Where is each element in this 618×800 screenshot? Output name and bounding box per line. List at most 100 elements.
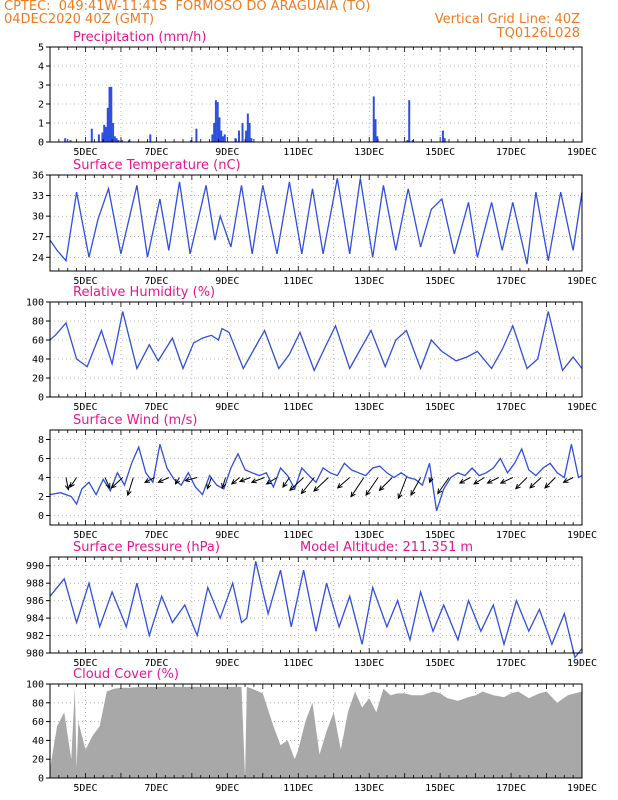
wind-arrow-head [428, 477, 434, 484]
wind-arrow-head [250, 478, 257, 484]
wind-arrow-head [221, 482, 227, 489]
precip-bar [443, 138, 446, 142]
wind-arrow-head [184, 477, 191, 483]
wind-arrow [185, 477, 198, 482]
rh-xtick-label: 13DEC [354, 402, 384, 413]
precip-xtick-label: 5DEC [73, 147, 97, 158]
rh-xtick-label: 15DEC [425, 402, 455, 413]
press-ytick-label: 988 [26, 579, 44, 590]
cloud-ytick-label: 100 [26, 680, 44, 691]
cloud-ytick-label: 20 [32, 755, 44, 766]
wind-arrow [379, 477, 393, 491]
temp-data [49, 178, 583, 265]
wind-xtick-label: 19DEC [567, 530, 597, 541]
temp-xtick-label: 9DEC [215, 276, 239, 287]
cloud-xtick-label: 13DEC [354, 783, 384, 794]
precip-bar [106, 107, 109, 142]
rh-ytick-label: 0 [38, 393, 44, 404]
precip-ytick-label: 4 [38, 62, 44, 73]
wind-arrow-head [64, 484, 71, 491]
wind-ytick-label: 8 [38, 435, 44, 446]
wind-arrow [301, 477, 315, 494]
wind-arrow-head [206, 483, 212, 490]
press-ytick-label: 984 [26, 614, 44, 625]
wind-arrow [69, 477, 78, 488]
wind-arrow-head [473, 479, 480, 485]
temp-ytick-label: 24 [32, 253, 44, 264]
wind-arrow [350, 477, 365, 497]
temp-frame [49, 174, 583, 272]
wind-arrow-head [313, 486, 319, 492]
rh-xtick-label: 7DEC [144, 402, 168, 413]
wind-arrow-head [143, 478, 151, 483]
station-header: CPTEC: 049:41W-11:41S FORMOSO DO ARAGUAI… [4, 0, 371, 14]
rh-xtick-label: 5DEC [73, 402, 97, 413]
cloud-xtick-label: 11DEC [283, 783, 313, 794]
wind-arrow-head [378, 485, 385, 492]
precip-bar [246, 113, 249, 142]
precip-bar [117, 140, 120, 142]
precip-xtick-label: 19DEC [567, 147, 597, 158]
wind-arrow [206, 477, 212, 489]
wind-arrow-head [126, 490, 132, 497]
wind-data [49, 444, 583, 512]
wind-arrow [515, 477, 528, 490]
wind-xtick-label: 17DEC [496, 530, 526, 541]
precip-bar [234, 138, 237, 142]
grid-line-note: Vertical Grid Line: 40Z [434, 12, 580, 27]
precip-bar [115, 138, 118, 142]
wind-xtick-label: 5DEC [73, 530, 97, 541]
precip-bar [97, 134, 100, 142]
wind-xtick-label: 11DEC [283, 530, 313, 541]
wind-arrow [221, 477, 227, 489]
wind-arrow-head [265, 479, 272, 485]
rh-data [49, 311, 583, 373]
precip-xtick-label: 11DEC [283, 147, 313, 158]
wind-arrow [544, 477, 556, 489]
precip-xtick-label: 7DEC [144, 147, 168, 158]
model-code: TQ0126L028 [496, 26, 580, 41]
press-xtick-label: 9DEC [215, 658, 239, 669]
wind-arrow-head [336, 483, 343, 489]
wind-arrow-head [289, 485, 295, 492]
cloud-area [50, 686, 582, 778]
wind-arrow-head [397, 493, 403, 500]
precip-bar [64, 138, 67, 142]
precip-bar [220, 130, 223, 142]
wind-arrow-head [410, 490, 416, 497]
cloud-xtick-label: 15DEC [425, 783, 455, 794]
precip-bar [108, 86, 111, 142]
wind-arrow [500, 477, 514, 484]
rh-ytick-label: 60 [32, 336, 44, 347]
press-line [49, 561, 583, 659]
temp-xtick-label: 17DEC [496, 276, 526, 287]
precip-bar [250, 138, 253, 142]
wind-arrow [365, 477, 379, 496]
wind-arrow-head [105, 482, 111, 489]
press-ytick-label: 982 [26, 631, 44, 642]
cloud-panel: Cloud Cover (%) 0 20 40 60 80 100 5DEC 7DEC 9DEC 1… [26, 667, 597, 794]
wind-xtick-label: 9DEC [215, 530, 239, 541]
press-xtick-label: 11DEC [283, 658, 313, 669]
temp-ytick-label: 27 [32, 232, 44, 243]
precip-bar [101, 132, 104, 142]
temp-ytick-label: 33 [32, 191, 44, 202]
wind-arrow [410, 477, 422, 496]
rh-line [49, 311, 583, 373]
wind-xtick-label: 15DEC [425, 530, 455, 541]
wind-arrow [104, 477, 111, 489]
precip-bar [211, 134, 214, 142]
precip-bar [69, 140, 72, 142]
wind-panel: Surface Wind (m/s) 0 2 4 6 8 5DEC 7DEC 9DEC 11DEC… [38, 413, 597, 541]
precip-bar [90, 128, 93, 142]
precip-bar [190, 140, 193, 142]
temp-title: Surface Temperature (nC) [73, 158, 241, 173]
precip-bar [248, 123, 251, 142]
wind-ytick-label: 4 [38, 473, 44, 484]
wind-arrow [65, 477, 69, 490]
precip-panel: Precipitation (mm/h) 0 1 2 3 4 5 5DEC 7DEC 9DEC 11… [38, 30, 597, 158]
press-panel: Surface Pressure (hPa) Model Altitude: 21… [26, 540, 597, 669]
wind-ytick-label: 0 [38, 511, 44, 522]
precip-bar [374, 119, 377, 142]
precip-bar [112, 123, 115, 142]
